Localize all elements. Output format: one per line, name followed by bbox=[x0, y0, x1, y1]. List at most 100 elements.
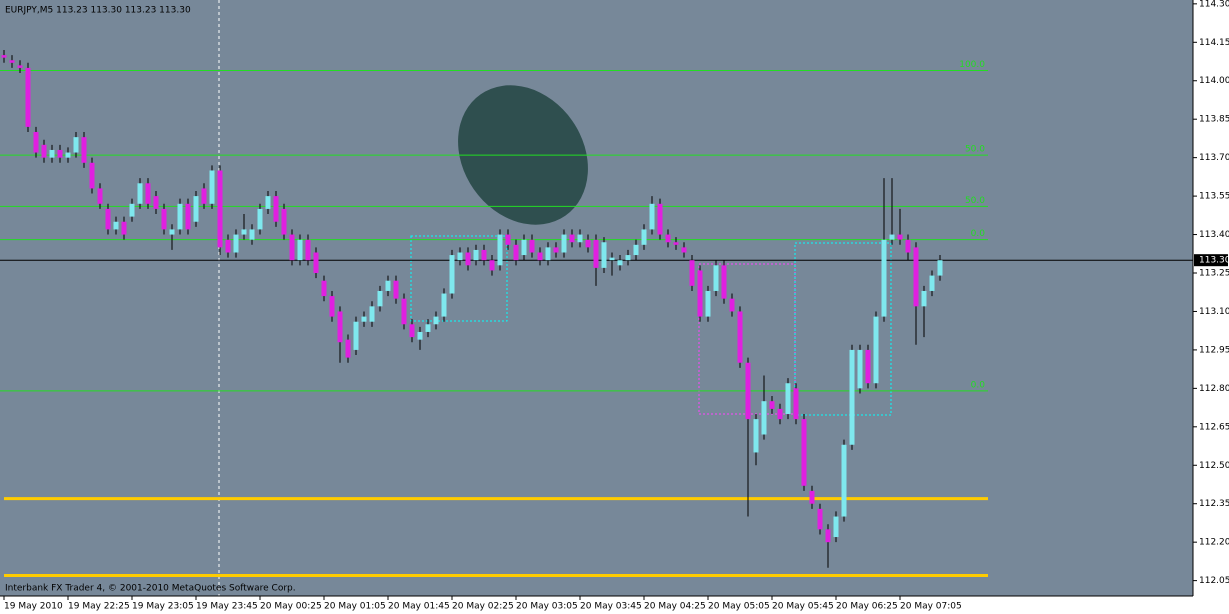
candle-body bbox=[153, 196, 159, 209]
candle-body bbox=[745, 362, 751, 420]
candle-body bbox=[121, 221, 127, 235]
candle-body bbox=[593, 239, 599, 268]
candle-body bbox=[713, 265, 719, 291]
candle-body bbox=[89, 162, 95, 189]
candle-body bbox=[401, 298, 407, 325]
fib-level-label: 0.0 bbox=[971, 229, 986, 239]
candle-body bbox=[753, 419, 759, 453]
candle-body bbox=[369, 306, 375, 322]
candle-body bbox=[793, 388, 799, 420]
candle-body bbox=[49, 149, 55, 158]
candle-body bbox=[169, 229, 175, 235]
candle-body bbox=[449, 255, 455, 294]
x-tick-label: 20 May 07:05 bbox=[900, 602, 962, 612]
candle-body bbox=[673, 242, 679, 245]
candle-body bbox=[529, 239, 535, 253]
candle-body bbox=[537, 252, 543, 261]
y-tick-label: 113.70 bbox=[1199, 153, 1229, 163]
candle-body bbox=[185, 203, 191, 230]
x-tick-label: 20 May 02:25 bbox=[452, 602, 514, 612]
y-tick-label: 112.20 bbox=[1199, 538, 1229, 548]
candle-body bbox=[505, 234, 511, 245]
candle-body bbox=[833, 516, 839, 538]
candle-body bbox=[825, 529, 831, 543]
candle-body bbox=[809, 490, 815, 504]
y-tick-label: 113.85 bbox=[1199, 115, 1229, 125]
candle-body bbox=[785, 383, 791, 414]
candle-body bbox=[737, 311, 743, 363]
candle-body bbox=[41, 144, 47, 158]
candle-body bbox=[649, 203, 655, 230]
candle-body bbox=[233, 234, 239, 253]
x-tick-label: 19 May 23:45 bbox=[196, 602, 258, 612]
y-tick-label: 112.65 bbox=[1199, 422, 1229, 432]
y-tick-label: 112.95 bbox=[1199, 345, 1229, 355]
candle-body bbox=[353, 321, 359, 350]
candle-body bbox=[465, 252, 471, 266]
candle-body bbox=[457, 252, 463, 261]
candle-body bbox=[761, 401, 767, 435]
candle-body bbox=[65, 152, 71, 158]
box-drawing bbox=[410, 235, 508, 322]
candle-body bbox=[297, 239, 303, 261]
candle-body bbox=[265, 196, 271, 209]
candle-body bbox=[913, 247, 919, 307]
candle-body bbox=[217, 170, 223, 248]
candle-body bbox=[17, 65, 23, 68]
candle-body bbox=[489, 260, 495, 271]
candle-body bbox=[329, 296, 335, 317]
candle-body bbox=[873, 316, 879, 384]
x-tick-label: 19 May 2010 bbox=[4, 602, 63, 612]
candle-body bbox=[801, 419, 807, 486]
current-price-label: 113.30 bbox=[1199, 256, 1229, 266]
y-tick-label: 114.15 bbox=[1199, 38, 1229, 48]
current-price-box bbox=[1194, 254, 1228, 267]
candle-body bbox=[481, 249, 487, 261]
candle-body bbox=[161, 208, 167, 230]
candle-body bbox=[313, 252, 319, 274]
x-tick-label: 19 May 22:25 bbox=[68, 602, 130, 612]
candle-body bbox=[865, 349, 871, 384]
candle-body bbox=[73, 137, 79, 153]
candle-body bbox=[377, 290, 383, 307]
x-tick-label: 20 May 06:25 bbox=[836, 602, 898, 612]
candle-body bbox=[257, 208, 263, 230]
candle-body bbox=[657, 203, 663, 235]
x-tick-label: 20 May 03:05 bbox=[516, 602, 578, 612]
candle-body bbox=[409, 324, 415, 338]
candle-body bbox=[385, 280, 391, 291]
footer: Interbank FX Trader 4, © 2001-2010 MetaQ… bbox=[5, 584, 296, 594]
candle-body bbox=[881, 239, 887, 317]
candle-body bbox=[321, 280, 327, 297]
candle-body bbox=[729, 298, 735, 312]
candle-body bbox=[697, 270, 703, 317]
candle-body bbox=[393, 280, 399, 299]
box-drawing bbox=[794, 242, 892, 416]
candle-body bbox=[705, 290, 711, 317]
y-tick-label: 114.30 bbox=[1199, 0, 1229, 9]
candle-body bbox=[545, 247, 551, 261]
candle-body bbox=[897, 234, 903, 240]
candle-body bbox=[209, 170, 215, 204]
candle-body bbox=[241, 229, 247, 235]
x-tick-label: 20 May 04:25 bbox=[644, 602, 706, 612]
candle-body bbox=[817, 508, 823, 530]
candle-body bbox=[25, 67, 31, 127]
candle-body bbox=[473, 249, 479, 261]
candle-body bbox=[681, 247, 687, 253]
candle-body bbox=[609, 257, 615, 261]
candle-body bbox=[273, 196, 279, 222]
fib-level-label: 50.0 bbox=[965, 145, 985, 155]
candle-body bbox=[553, 247, 559, 253]
candle-body bbox=[417, 331, 423, 340]
chart-title: EURJPY,M5 113.23 113.30 113.23 113.30 bbox=[5, 6, 191, 16]
candle-body bbox=[57, 149, 63, 158]
candle-body bbox=[569, 234, 575, 243]
candle-body bbox=[193, 196, 199, 222]
y-tick-label: 112.35 bbox=[1199, 499, 1229, 509]
candle-body bbox=[281, 208, 287, 235]
candle-body bbox=[305, 239, 311, 261]
y-tick-label: 113.40 bbox=[1199, 230, 1229, 240]
candle-body bbox=[721, 265, 727, 299]
x-tick-label: 20 May 05:45 bbox=[772, 602, 834, 612]
